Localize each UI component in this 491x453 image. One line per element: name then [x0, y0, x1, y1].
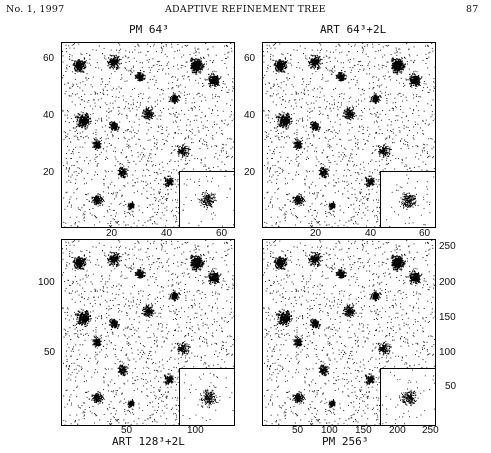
x-tick-label: 20 [310, 228, 322, 239]
x-tick-label: 60 [216, 228, 228, 239]
y-tick-label: 60 [244, 53, 256, 64]
running-header-title: ADAPTIVE REFINEMENT TREE [165, 4, 326, 15]
y-tick-label: 50 [445, 381, 457, 392]
x-tick-label: 100 [187, 425, 204, 436]
y-tick-label: 250 [439, 241, 456, 252]
y-tick-label: 40 [244, 110, 256, 121]
panel-title-pm64: PM 64³ [129, 23, 169, 36]
simulation-panel-art64 [262, 42, 436, 228]
x-tick-label: 50 [121, 425, 133, 436]
x-tick-label: 150 [355, 425, 372, 436]
panel-title-art128: ART 128³+2L [112, 435, 185, 448]
y-tick-label: 100 [38, 277, 55, 288]
panel-title-pm256: PM 256³ [322, 435, 369, 448]
y-tick-label: 60 [43, 53, 55, 64]
zoom-inset-art128 [179, 368, 234, 425]
zoom-inset-pm256 [380, 368, 435, 425]
y-tick-label: 100 [439, 347, 456, 358]
simulation-panel-art128 [61, 239, 235, 426]
x-tick-label: 250 [422, 425, 439, 436]
x-tick-label: 20 [106, 228, 118, 239]
y-tick-label: 50 [44, 347, 56, 358]
particle-field-art64 [263, 43, 435, 227]
particle-field-art128 [62, 240, 234, 425]
particle-field-pm256 [263, 240, 435, 425]
zoom-inset-pm64 [179, 171, 234, 227]
x-tick-label: 200 [389, 425, 406, 436]
y-tick-label: 20 [43, 167, 55, 178]
x-tick-label: 40 [161, 228, 173, 239]
y-tick-label: 20 [244, 167, 256, 178]
simulation-panel-pm64 [61, 42, 235, 228]
x-tick-label: 50 [292, 425, 304, 436]
panel-title-art64: ART 64³+2L [320, 23, 387, 36]
simulation-panel-pm256 [262, 239, 436, 426]
x-tick-label: 60 [419, 228, 431, 239]
zoom-inset-art64 [380, 171, 435, 227]
x-tick-label: 100 [321, 425, 338, 436]
y-tick-label: 150 [439, 312, 456, 323]
page-number: 87 [466, 4, 479, 15]
running-header-left: No. 1, 1997 [6, 4, 65, 15]
y-tick-label: 40 [43, 110, 55, 121]
x-tick-label: 40 [365, 228, 377, 239]
y-tick-label: 200 [439, 277, 456, 288]
